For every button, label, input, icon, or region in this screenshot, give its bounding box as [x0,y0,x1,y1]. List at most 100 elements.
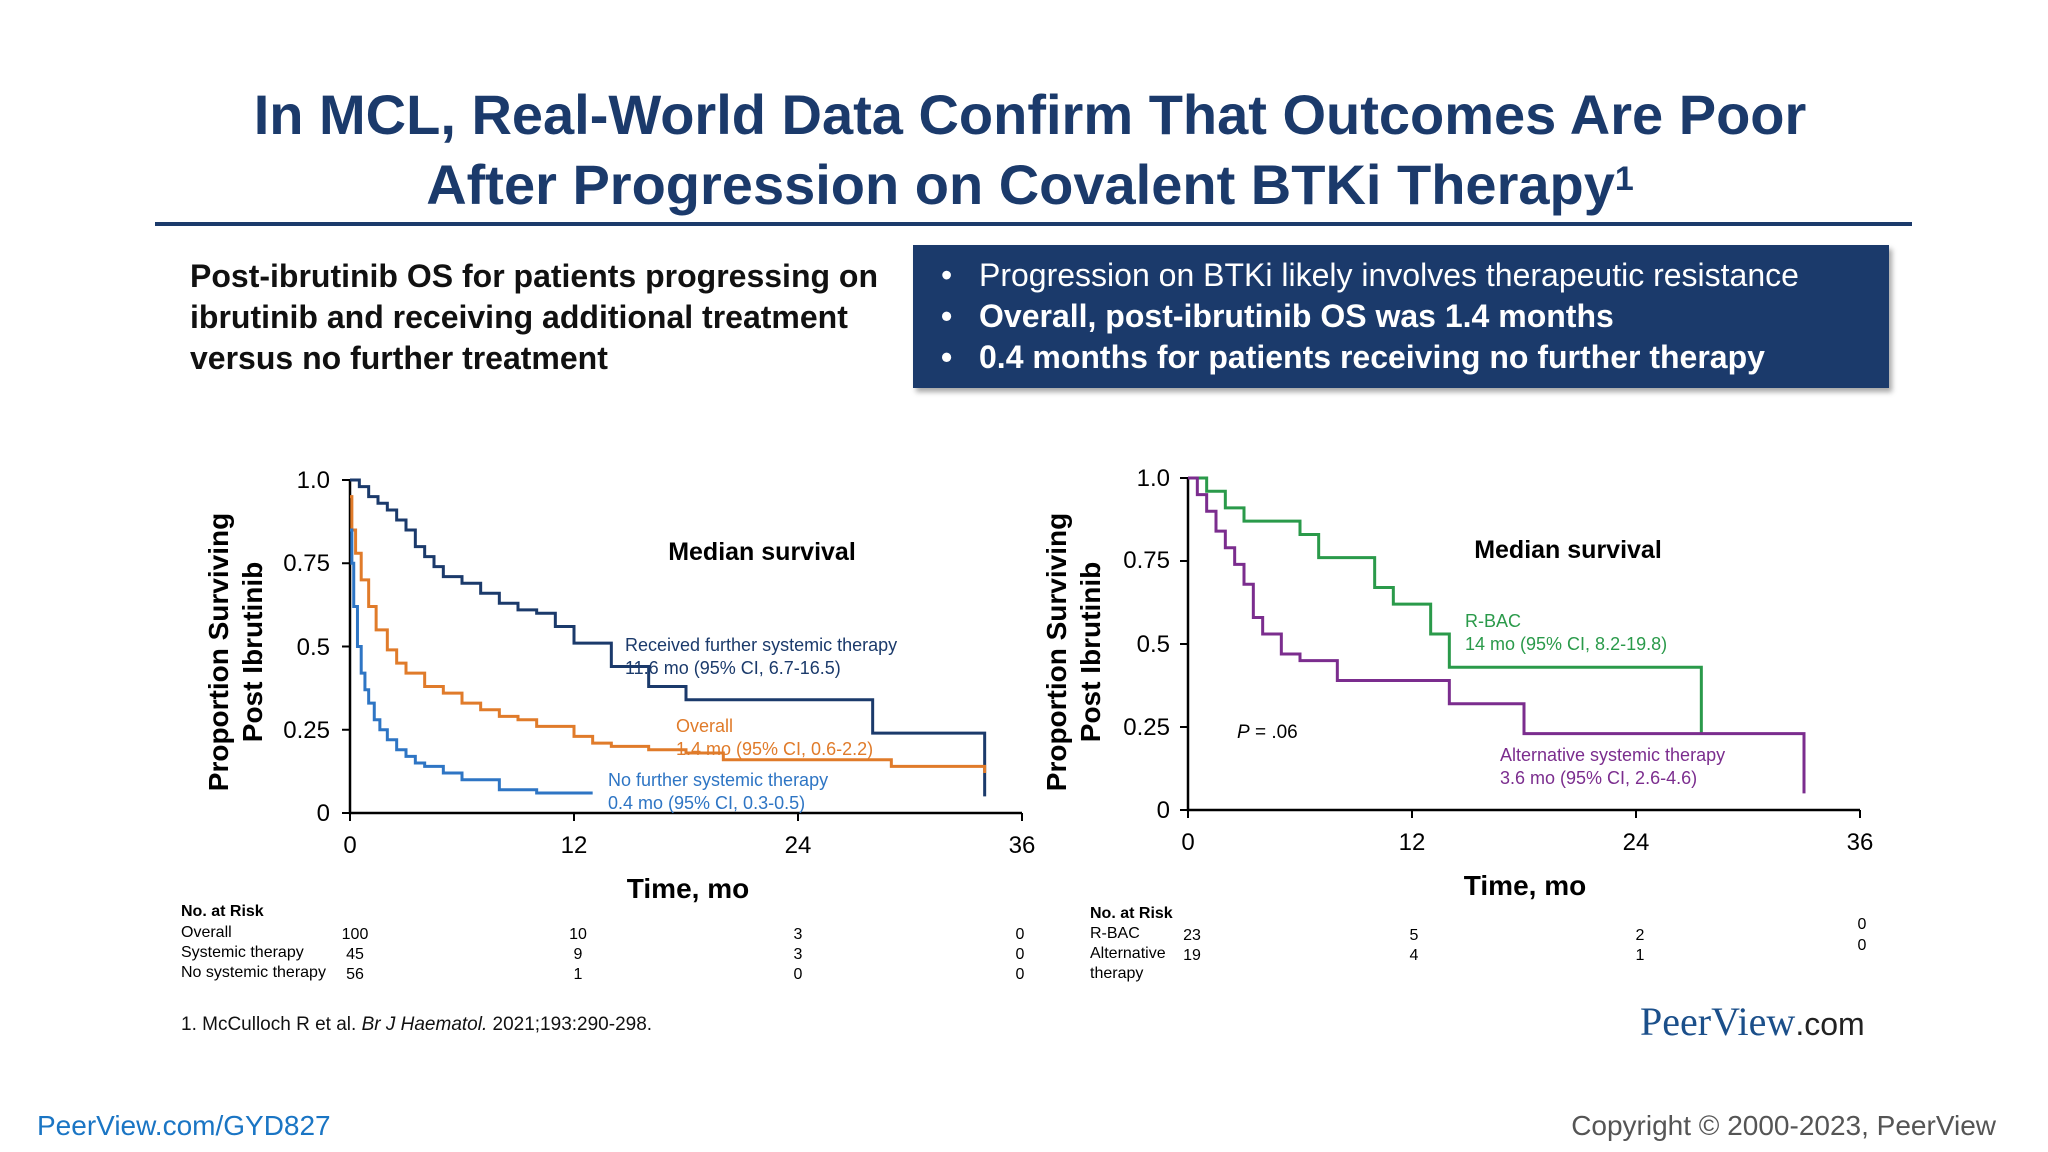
risk-value: 0 [1016,926,1025,943]
survival-curve-overall [350,495,987,774]
median-survival-heading: Median survival [1474,536,1662,564]
p-value: P = .06 [1237,722,1298,743]
risk-row-label: Systemic therapy [181,944,304,961]
risk-value: 0 [1858,937,1867,954]
series-detail-rbac: 14 mo (95% CI, 8.2-19.8) [1465,634,1667,654]
program-link[interactable]: PeerView.com/GYD827 [37,1110,331,1141]
x-tick-label: 36 [1009,832,1036,859]
survival-curve-no-further-systemic-therapy [350,528,593,795]
footnote-citation: 2021;193:290-298. [487,1014,653,1035]
y-tick-label: 0.75 [1123,547,1170,574]
risk-row-label: Overall [181,924,232,941]
risk-value: 3 [794,946,803,963]
km-chart-overall: Proportion Surviving Post Ibrutinib 0 0.… [203,467,1035,904]
risk-row-label: No systemic therapy [181,964,326,981]
risk-value: 100 [342,926,369,943]
risk-value: 1 [1636,947,1645,964]
risk-row-label: Alternative [1090,945,1166,962]
title-line-2: After Progression on Covalent BTKi Thera… [150,150,1910,220]
survival-curve-r-bac [1188,476,1703,734]
x-tick-label: 12 [561,832,588,859]
x-tick-label: 0 [1181,829,1194,856]
survival-curve-alternative-systemic-therapy [1188,476,1806,794]
series-label-overall: Overall [676,716,733,736]
survival-curve-received-further-systemic-therapy [350,478,987,797]
chart-subtitle: Post-ibrutinib OS for patients progressi… [190,258,879,376]
footnote: 1. McCulloch R et al. Br J Haematol. 202… [181,1014,652,1036]
x-tick-label: 36 [1847,829,1874,856]
title-line-1: In MCL, Real-World Data Confirm That Out… [253,83,1807,146]
x-tick-label: 0 [343,832,356,859]
risk-table-right: No. at Risk R-BAC Alternative therapy 23… [1090,905,1867,982]
copyright-notice: Copyright © 2000-2023, PeerView [1571,1110,1996,1141]
risk-value: 3 [794,926,803,943]
logo-wordmark: PeerView [1640,999,1796,1044]
risk-value: 1 [574,966,583,983]
footnote-journal: Br J Haematol. [361,1014,488,1035]
y-tick-label: 0.5 [297,634,330,661]
x-axis-label: Time, mo [1464,870,1586,901]
key-point: 0.4 months for patients receiving no fur… [931,337,1889,378]
risk-value: 2 [1636,927,1645,944]
title-footnote-marker: 1 [1614,160,1634,198]
p-value-number: = .06 [1250,722,1298,743]
risk-value: 19 [1183,947,1201,964]
y-axis-label-line-2: Post Ibrutinib [1075,562,1106,742]
series-label-rbac: R-BAC [1465,611,1521,631]
y-axis-label-line-1: Proportion Surviving [203,513,234,791]
risk-value: 0 [1016,946,1025,963]
risk-value: 0 [794,966,803,983]
y-tick-label: 0.25 [283,717,330,744]
x-tick-label: 12 [1399,829,1426,856]
risk-value: 0 [1016,966,1025,983]
x-axis-label: Time, mo [627,873,749,904]
y-tick-label: 0 [317,800,330,827]
y-tick-label: 1.0 [1137,465,1170,492]
risk-table-header: No. at Risk [1090,905,1173,922]
x-tick-label: 24 [1623,829,1650,856]
peerview-logo: PeerView.com [1640,998,1865,1045]
series-label-systemic: Received further systemic therapy [625,635,897,655]
logo-suffix: .com [1795,1006,1865,1042]
x-ticks: 0 12 24 36 [1181,829,1873,856]
y-axis-title: Proportion Surviving Post Ibrutinib [203,513,268,791]
risk-row-label: R-BAC [1090,925,1140,942]
km-chart-by-regimen: Proportion Surviving Post Ibrutinib 0 0.… [1041,465,1873,901]
risk-row-label: therapy [1090,965,1143,982]
y-axis-label-line-2: Post Ibrutinib [237,562,268,742]
title-divider [155,222,1912,226]
key-points-box: Progression on BTKi likely involves ther… [913,245,1889,388]
risk-value: 9 [574,946,583,963]
risk-value: 0 [1858,916,1867,933]
y-tick-label: 0 [1157,797,1170,824]
risk-value: 45 [346,946,364,963]
y-ticks: 0 0.25 0.5 0.75 1.0 [1123,465,1170,824]
series-label-alternative: Alternative systemic therapy [1500,745,1725,765]
risk-value: 56 [346,966,364,983]
x-tick-label: 24 [785,832,812,859]
y-ticks: 0 0.25 0.5 0.75 1.0 [283,467,330,827]
risk-table-header: No. at Risk [181,903,264,920]
risk-value: 10 [569,926,587,943]
risk-table-left: No. at Risk Overall Systemic therapy No … [181,903,1025,983]
series-label-no-therapy: No further systemic therapy [608,770,828,790]
y-tick-label: 0.75 [283,550,330,577]
risk-value: 5 [1410,927,1419,944]
title-line-2-text: After Progression on Covalent BTKi Thera… [426,153,1615,216]
key-point: Overall, post-ibrutinib OS was 1.4 month… [931,296,1889,337]
p-value-symbol: P [1237,722,1250,743]
series-detail-overall: 1.4 mo (95% CI, 0.6-2.2) [676,739,873,759]
y-axis-label-line-1: Proportion Surviving [1041,513,1072,791]
risk-value: 4 [1410,947,1419,964]
slide-title: In MCL, Real-World Data Confirm That Out… [150,80,1910,220]
x-ticks: 0 12 24 36 [343,832,1035,859]
series-detail-alternative: 3.6 mo (95% CI, 2.6-4.6) [1500,768,1697,788]
y-tick-label: 1.0 [297,467,330,494]
key-point: Progression on BTKi likely involves ther… [931,255,1889,296]
series-detail-no-therapy: 0.4 mo (95% CI, 0.3-0.5) [608,793,805,813]
risk-value: 23 [1183,927,1201,944]
footnote-authors: 1. McCulloch R et al. [181,1014,362,1035]
y-tick-label: 0.5 [1137,631,1170,658]
y-tick-label: 0.25 [1123,714,1170,741]
